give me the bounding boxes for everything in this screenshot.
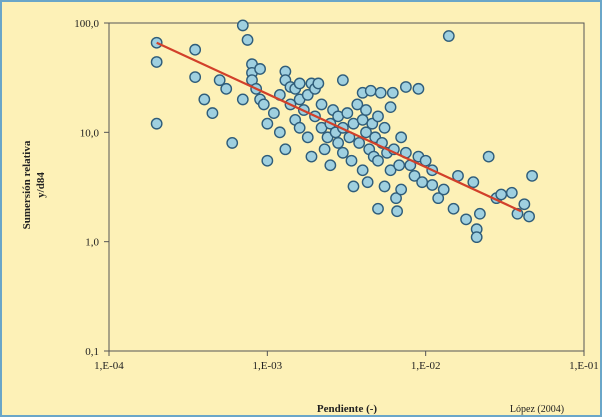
data-point xyxy=(236,19,249,32)
data-point xyxy=(523,210,535,223)
data-point xyxy=(356,164,369,177)
x-tick-label: 1,E-04 xyxy=(94,360,124,372)
data-point xyxy=(273,126,286,139)
data-point xyxy=(384,101,397,114)
data-point xyxy=(220,82,233,95)
data-point xyxy=(267,107,280,119)
data-point xyxy=(395,183,408,196)
data-point xyxy=(378,121,391,134)
data-point xyxy=(351,98,364,111)
x-tick-label: 1,E-01 xyxy=(569,360,599,372)
data-point xyxy=(198,93,211,106)
data-point xyxy=(189,71,202,84)
data-point xyxy=(399,81,412,93)
data-point xyxy=(460,213,472,226)
data-point xyxy=(336,74,349,87)
plot-area xyxy=(108,22,585,352)
data-point xyxy=(353,137,366,149)
data-point xyxy=(372,110,384,123)
data-point xyxy=(470,231,483,244)
data-point xyxy=(442,30,455,42)
data-point xyxy=(378,180,391,193)
data-point xyxy=(505,186,518,199)
data-points xyxy=(150,19,538,244)
data-point xyxy=(305,150,318,163)
data-point xyxy=(360,104,372,116)
data-point xyxy=(236,93,249,106)
data-point xyxy=(393,159,406,172)
data-point xyxy=(437,183,450,196)
data-point xyxy=(482,150,495,163)
data-point xyxy=(386,86,399,99)
data-point xyxy=(374,86,387,99)
data-point xyxy=(213,74,226,87)
y-tick-label: 100,0 xyxy=(74,18,99,30)
y-tick-label: 0,1 xyxy=(85,346,99,358)
y-axis-label-line1: Sumersión relativa xyxy=(21,140,33,229)
data-point xyxy=(345,154,358,167)
x-axis-label: Pendiente (-) xyxy=(317,403,378,415)
data-point xyxy=(279,143,292,156)
data-point xyxy=(408,169,421,182)
data-point xyxy=(432,192,445,205)
y-axis: 0,1 1,0 10,0 100,0 xyxy=(74,18,109,358)
data-point xyxy=(315,98,328,111)
data-point xyxy=(384,164,397,177)
data-point xyxy=(312,77,325,90)
data-point xyxy=(447,202,460,215)
y-axis-label-line2: y/d84 xyxy=(35,172,47,198)
data-point xyxy=(372,202,384,215)
data-point xyxy=(332,137,345,149)
data-point xyxy=(361,176,374,189)
data-point xyxy=(364,84,377,97)
data-point xyxy=(347,180,360,193)
data-point xyxy=(189,43,202,56)
data-point xyxy=(341,107,354,119)
data-point xyxy=(301,131,314,144)
data-point xyxy=(206,107,219,119)
data-point xyxy=(395,131,408,144)
data-point xyxy=(318,143,331,156)
data-point xyxy=(293,121,306,134)
x-tick-label: 1,E-03 xyxy=(253,360,283,372)
data-point xyxy=(150,56,163,68)
data-point xyxy=(426,179,439,191)
data-point xyxy=(261,154,274,167)
data-point xyxy=(526,169,538,182)
data-point xyxy=(254,63,266,75)
data-point xyxy=(356,113,369,126)
data-point xyxy=(293,77,306,90)
trend-line xyxy=(156,41,522,213)
data-point xyxy=(241,34,254,46)
data-point xyxy=(226,137,239,149)
source-note: López (2004) xyxy=(510,404,564,415)
data-point xyxy=(390,192,402,205)
data-point xyxy=(150,117,163,130)
data-point xyxy=(473,207,486,220)
y-tick-label: 10,0 xyxy=(80,127,100,139)
data-point xyxy=(261,117,274,130)
data-point xyxy=(336,146,349,159)
data-point xyxy=(467,176,480,189)
data-point xyxy=(495,188,508,201)
data-point xyxy=(391,205,403,218)
data-point xyxy=(360,126,372,139)
trend-line-group xyxy=(156,41,522,213)
data-point xyxy=(257,98,270,111)
data-point xyxy=(324,159,337,172)
data-point xyxy=(518,198,531,211)
y-tick-label: 1,0 xyxy=(85,237,99,249)
data-point xyxy=(372,154,384,167)
data-point xyxy=(412,82,425,95)
data-point xyxy=(416,176,429,189)
x-axis: 1,E-04 1,E-03 1,E-02 1,E-01 xyxy=(94,351,599,372)
x-tick-label: 1,E-02 xyxy=(411,360,441,372)
